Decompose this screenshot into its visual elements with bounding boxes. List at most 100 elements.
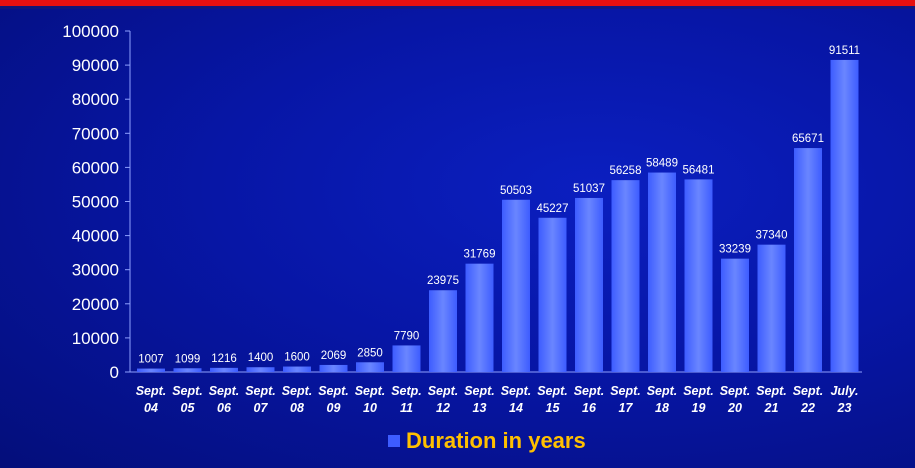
x-tick-label: Sept. xyxy=(318,384,349,398)
data-label: 51037 xyxy=(573,183,605,195)
bar xyxy=(137,368,165,372)
data-label: 56481 xyxy=(683,164,715,176)
x-tick-label: 09 xyxy=(327,401,341,415)
x-tick-label: Sept. xyxy=(428,384,459,398)
x-tick-label: Sept. xyxy=(464,384,495,398)
x-tick-label: Sept. xyxy=(355,384,386,398)
x-tick-label: July. xyxy=(830,384,858,398)
x-tick-label: Sept. xyxy=(683,384,714,398)
bar xyxy=(684,179,713,372)
top-accent-bar xyxy=(0,0,915,6)
x-tick-label: Sept. xyxy=(245,384,276,398)
bar xyxy=(429,290,457,372)
data-label: 23975 xyxy=(427,275,459,287)
data-label: 50503 xyxy=(500,185,532,197)
y-tick-label: 90000 xyxy=(72,56,119,75)
x-tick-label: 16 xyxy=(582,401,597,415)
bar xyxy=(392,345,421,372)
data-label: 2069 xyxy=(321,350,347,362)
x-tick-label: Setp. xyxy=(391,384,422,398)
x-tick-label: Sept. xyxy=(793,384,824,398)
x-tick-label: Sept. xyxy=(209,384,240,398)
x-tick-label: Sept. xyxy=(720,384,751,398)
x-tick-label: 15 xyxy=(546,401,561,415)
x-tick-label: 18 xyxy=(655,401,669,415)
data-label: 37340 xyxy=(756,230,788,242)
x-tick-label: 17 xyxy=(619,401,634,415)
y-tick-label: 0 xyxy=(110,363,119,382)
data-label: 45227 xyxy=(537,203,569,215)
x-tick-label: 06 xyxy=(217,401,232,415)
x-tick-label: 22 xyxy=(800,401,815,415)
x-tick-label: Sept. xyxy=(647,384,678,398)
data-label: 31769 xyxy=(464,249,496,261)
x-tick-label: 10 xyxy=(363,401,377,415)
bar xyxy=(356,362,384,372)
bar xyxy=(465,263,494,372)
x-tick-label: 05 xyxy=(181,401,196,415)
bar xyxy=(794,148,822,372)
top-accent-bar-shadow xyxy=(0,6,915,9)
x-tick-label: Sept. xyxy=(172,384,203,398)
x-tick-label: Sept. xyxy=(282,384,313,398)
data-label: 1099 xyxy=(175,353,201,365)
bar xyxy=(283,366,311,372)
data-label: 56258 xyxy=(610,165,642,177)
y-axis: 0 10000 20000 30000 40000 50000 60000 70000 8000… xyxy=(62,22,862,382)
x-tick-label: 21 xyxy=(764,401,779,415)
y-tick-label: 30000 xyxy=(72,261,119,280)
x-tick-label: 23 xyxy=(837,401,852,415)
y-tick-label: 50000 xyxy=(72,193,119,212)
data-label: 58489 xyxy=(646,158,678,170)
legend-label: Duration in years xyxy=(406,428,586,453)
x-tick-label: Sept. xyxy=(574,384,605,398)
y-tick-label: 20000 xyxy=(72,295,119,314)
bar xyxy=(502,199,530,372)
y-tick-label: 70000 xyxy=(72,124,119,143)
x-tick-label: Sept. xyxy=(756,384,787,398)
chart-legend: Duration in years xyxy=(388,428,586,454)
x-tick-label: Sept. xyxy=(136,384,167,398)
x-tick-label: 12 xyxy=(436,401,450,415)
y-tick-label: 80000 xyxy=(72,90,119,109)
data-labels: 1007 1099 1216 1400 1600 2069 2850 7790 23975 317… xyxy=(138,45,860,366)
data-label: 1400 xyxy=(248,352,274,364)
bar xyxy=(721,258,749,372)
bar xyxy=(319,364,348,372)
legend-swatch xyxy=(388,435,400,447)
x-tick-label: 08 xyxy=(290,401,304,415)
bar xyxy=(757,244,786,372)
x-tick-label: 19 xyxy=(692,401,706,415)
bar xyxy=(210,367,238,372)
y-tick-label: 100000 xyxy=(62,22,119,41)
y-tick-label: 60000 xyxy=(72,158,119,177)
bar xyxy=(648,172,676,372)
data-label: 7790 xyxy=(394,330,420,342)
x-tick-label: 14 xyxy=(509,401,523,415)
bar xyxy=(246,367,275,372)
bar xyxy=(830,59,859,373)
data-label: 1216 xyxy=(211,353,237,365)
x-tick-label: Sept. xyxy=(610,384,641,398)
x-tick-label: Sept. xyxy=(501,384,532,398)
x-tick-label: 11 xyxy=(400,401,413,415)
bar xyxy=(575,197,603,372)
bar xyxy=(538,217,567,372)
data-label: 91511 xyxy=(829,45,860,57)
bar xyxy=(173,368,202,372)
data-label: 33239 xyxy=(719,244,751,256)
x-tick-label: Sept. xyxy=(537,384,568,398)
data-label: 1007 xyxy=(138,354,164,366)
x-axis-labels: Sept. 04 Sept. 05 Sept. 06 Sept. 07 Sept. 08 Sept.… xyxy=(136,384,859,415)
y-tick-label: 10000 xyxy=(72,329,119,348)
x-tick-label: 04 xyxy=(144,401,158,415)
x-tick-label: 20 xyxy=(727,401,742,415)
data-label: 1600 xyxy=(284,352,310,364)
data-label: 2850 xyxy=(357,347,383,359)
x-tick-label: 13 xyxy=(473,401,487,415)
x-tick-label: 07 xyxy=(254,401,269,415)
bar xyxy=(611,180,640,372)
y-tick-label: 40000 xyxy=(72,227,119,246)
bar-series xyxy=(137,59,859,373)
